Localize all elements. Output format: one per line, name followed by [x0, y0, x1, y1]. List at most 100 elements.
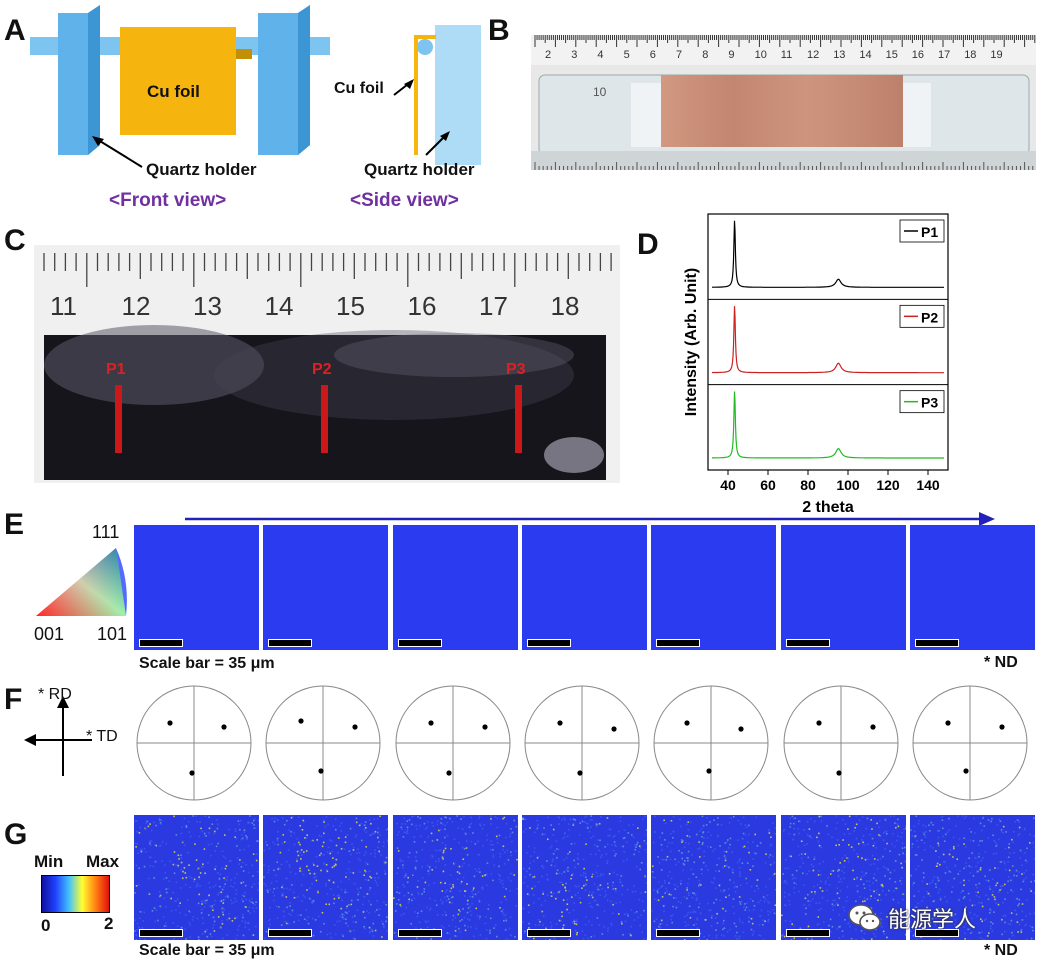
x-tick-label: 140 — [916, 477, 940, 493]
scale-bar — [268, 639, 313, 647]
holder-text: 10 — [593, 85, 607, 99]
watermark-text: 能源学人 — [888, 908, 977, 933]
pole-figure — [265, 685, 381, 801]
scale-bar — [397, 639, 442, 647]
panel-label-d: D — [637, 228, 659, 261]
y-axis-label: Intensity (Arb. Unit) — [683, 268, 700, 416]
pole-figure — [395, 685, 511, 801]
ruler-b — [531, 35, 1036, 170]
color-scale-bar — [41, 875, 110, 913]
panel-label-a: A — [4, 14, 26, 47]
ruler-b-number: 6 — [649, 49, 656, 61]
scale-bar — [139, 929, 183, 937]
ipf-111-label: 111 — [92, 522, 120, 542]
direction-arrow — [185, 512, 995, 526]
cu-foil-side — [414, 35, 418, 155]
cu-foil-label: Cu foil — [147, 82, 200, 101]
ebsd-map-tile — [651, 525, 777, 650]
ruler-c-number: 15 — [336, 291, 365, 321]
ruler-b-number: 11 — [780, 49, 793, 61]
panel-c-photo: 11 12 13 14 15 16 17 18 P1 P2 P3 — [34, 245, 620, 483]
ipf-101-label: 101 — [97, 624, 128, 644]
ruler-b-number: 8 — [702, 49, 709, 61]
x-tick-label: 60 — [760, 477, 776, 493]
pole-point — [963, 768, 969, 774]
x-axis-label: 2 theta — [802, 499, 854, 516]
xrd-chart: P1 P2 P3 40 60 80 100 120 140 2 theta Intensity (A… — [683, 213, 949, 516]
scale-bar — [785, 929, 830, 937]
scale-bar — [526, 639, 571, 647]
ebsd-map-tile — [134, 525, 259, 650]
pole-figure — [783, 685, 898, 801]
ebsd-map-tile — [263, 525, 389, 650]
nd-label-g: * ND — [984, 942, 1018, 959]
ruler-c-number: 16 — [407, 291, 437, 321]
panel-label-c: C — [4, 224, 26, 257]
ruler-b-number: 5 — [623, 49, 630, 61]
rd-label: * RD — [38, 686, 72, 703]
ruler-c-number: 11 — [50, 291, 77, 321]
kam-map-tile — [392, 815, 518, 940]
x-tick-label: 80 — [800, 477, 816, 493]
kam-map-tile — [521, 815, 647, 940]
panel-b-photo: 2 3 4 5 6 7 8 9 10 11 12 13 14 15 16 17 18 19 10 — [531, 35, 1036, 170]
series-line-p2 — [711, 306, 944, 374]
ebsd-map-tile — [521, 525, 647, 650]
ruler-c-number: 12 — [121, 291, 151, 321]
kam-map-tile — [909, 815, 1035, 940]
max-label: Max — [86, 852, 120, 871]
pole-point — [869, 724, 876, 730]
kam-map-tile — [263, 815, 389, 940]
side-view-label: <Side view> — [350, 190, 459, 211]
pole-point — [445, 770, 452, 776]
legend-p3: P3 — [899, 390, 945, 414]
scale-zero-label: 0 — [41, 916, 51, 935]
legend-text: P3 — [921, 395, 938, 411]
pole-figure — [524, 685, 640, 801]
ruler-b-number: 7 — [676, 49, 683, 61]
quartz-holder-side-label: Quartz holder — [364, 160, 475, 179]
pole-point — [835, 770, 842, 776]
cu-foil-side-label: Cu foil — [334, 80, 384, 97]
ipf-001-label: 001 — [34, 624, 65, 644]
ruler-b-number: 13 — [833, 49, 846, 61]
kam-map-tile — [134, 815, 259, 940]
panel-label-g: G — [4, 818, 28, 851]
kam-map-tile — [780, 815, 906, 940]
ruler-b-number: 14 — [859, 49, 872, 61]
quartz-holder-front-label: Quartz holder — [146, 160, 257, 179]
pole-point — [352, 724, 358, 730]
scale-bar — [139, 639, 183, 647]
panel-label-e: E — [4, 508, 25, 541]
pole-point — [815, 720, 822, 726]
pole-point — [427, 720, 434, 726]
pole-point — [481, 724, 488, 730]
legend-p2: P2 — [899, 304, 945, 328]
scale-bar-label-e: Scale bar = 35 μm — [139, 655, 275, 672]
point-label-p2: P2 — [312, 361, 332, 378]
td-label: * TD — [86, 728, 118, 745]
pole-point — [684, 720, 690, 726]
ruler-b-number: 10 — [754, 49, 767, 61]
ruler-b-number: 17 — [938, 49, 951, 61]
point-marker-p3 — [515, 385, 522, 453]
wechat-icon — [848, 904, 881, 931]
pole-point — [611, 726, 617, 732]
front-view-label: <Front view> — [109, 190, 227, 211]
min-label: Min — [34, 852, 64, 871]
pole-figure — [653, 685, 769, 801]
ruler-c-number: 14 — [264, 291, 294, 321]
ruler-c-number: 18 — [550, 291, 580, 321]
scale-bar — [397, 929, 442, 937]
ruler-c-number: 17 — [479, 291, 508, 321]
nd-label-e: * ND — [984, 654, 1018, 671]
cu-foil-front — [120, 27, 236, 135]
pole-point — [738, 726, 744, 732]
point-marker-p2 — [321, 385, 328, 453]
legend-text: P2 — [921, 309, 938, 325]
scale-bar — [656, 639, 701, 647]
scale-bar-label-g: Scale bar = 35 μm — [139, 942, 275, 959]
legend-p1: P1 — [899, 219, 945, 243]
panel-a-schematic — [30, 5, 481, 168]
ruler-b-number: 3 — [571, 49, 578, 61]
